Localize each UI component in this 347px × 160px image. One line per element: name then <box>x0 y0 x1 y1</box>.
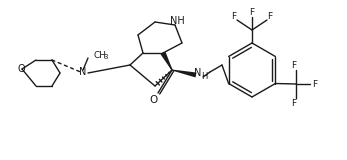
Text: 3: 3 <box>103 53 108 60</box>
Text: F: F <box>291 60 297 69</box>
Text: O: O <box>17 64 25 74</box>
Text: F: F <box>249 8 255 16</box>
Text: N: N <box>79 67 87 77</box>
Text: NH: NH <box>170 16 184 26</box>
Text: F: F <box>231 12 237 20</box>
Polygon shape <box>172 69 196 77</box>
Polygon shape <box>161 52 172 70</box>
Text: H: H <box>201 72 207 80</box>
Text: N: N <box>194 68 202 78</box>
Text: F: F <box>291 99 297 108</box>
Text: F: F <box>268 12 272 20</box>
Text: F: F <box>312 80 318 88</box>
Text: O: O <box>149 95 157 105</box>
Text: CH: CH <box>94 51 107 60</box>
